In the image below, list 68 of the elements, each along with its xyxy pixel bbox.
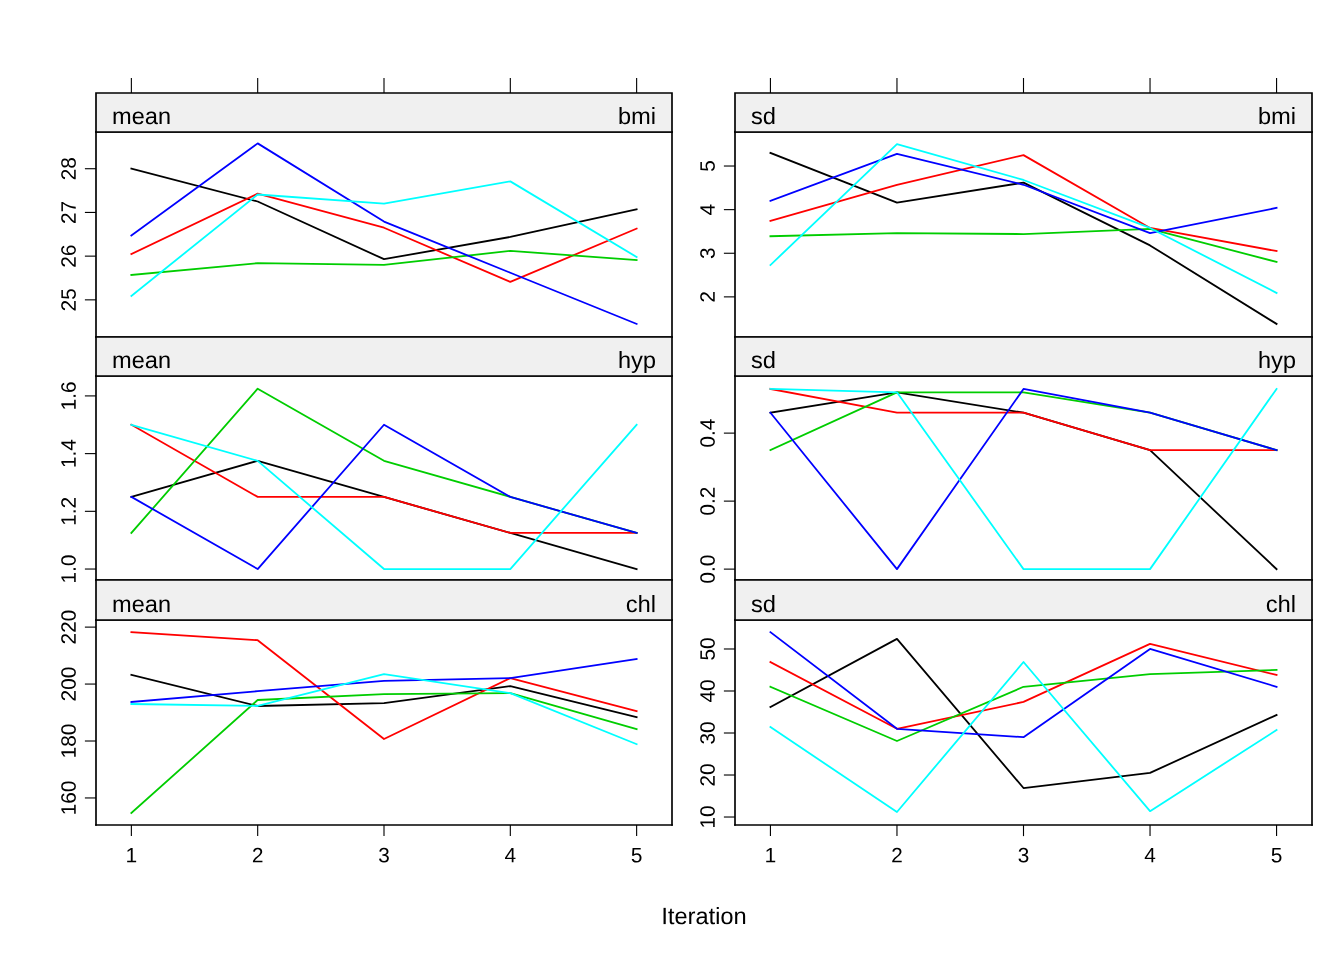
- x-tick-label: 1: [127, 847, 137, 863]
- text: hyp: [619, 350, 656, 373]
- text: sd: [751, 350, 775, 369]
- x-tick-label: 2: [892, 847, 902, 863]
- line-series: [130, 692, 638, 814]
- text: mean: [113, 355, 170, 369]
- line-series: [130, 142, 638, 325]
- line-series: [769, 152, 1278, 325]
- x-tick-label: 4: [1144, 847, 1156, 863]
- y-tick-label: 2: [700, 292, 715, 302]
- y-tick-label: 40: [700, 680, 715, 703]
- y-tick-label: 50: [700, 638, 715, 660]
- x-tick-label: 4: [505, 847, 516, 863]
- text: bmi: [1259, 106, 1295, 125]
- line-series: [769, 227, 1278, 263]
- y-tick-label: 28: [61, 158, 76, 180]
- line-series: [769, 152, 1278, 235]
- line-series: [130, 180, 638, 297]
- line-series: [769, 669, 1278, 742]
- line-series: [130, 631, 638, 740]
- y-tick-label: 10: [700, 806, 715, 828]
- text: bmi: [619, 106, 655, 125]
- line-series: [130, 674, 638, 718]
- line-series: [130, 423, 638, 570]
- text: hyp: [1259, 350, 1296, 373]
- y-tick-label: 160: [61, 781, 76, 814]
- y-tick-label: 180: [61, 724, 76, 757]
- y-tick-label: 0.2: [700, 487, 715, 515]
- y-tick-label: 25: [61, 289, 76, 311]
- x-tick-label: 5: [1271, 847, 1282, 863]
- line-series: [769, 154, 1278, 252]
- text: sd: [751, 106, 775, 125]
- y-tick-label: 20: [700, 764, 715, 786]
- line-series: [130, 673, 638, 746]
- y-tick-label: 1.4: [61, 439, 76, 467]
- x-tick-label: 3: [1018, 847, 1029, 863]
- line-series: [130, 167, 638, 261]
- y-tick-label: 220: [61, 610, 76, 644]
- x-tick-label: 1: [766, 847, 776, 863]
- line-series: [769, 643, 1278, 730]
- y-tick-label: 30: [700, 722, 715, 744]
- y-tick-label: 0.4: [700, 419, 715, 447]
- y-tick-label: 5: [700, 161, 715, 171]
- y-tick-label: 26: [61, 245, 76, 267]
- y-tick-label: 1.2: [61, 497, 76, 525]
- line-series: [130, 192, 638, 283]
- text: sd: [751, 594, 775, 613]
- line-series: [769, 143, 1278, 294]
- text: chl: [1266, 594, 1295, 613]
- text: mean: [113, 599, 170, 613]
- x-axis-title: Iteration: [663, 906, 746, 925]
- line-series: [130, 249, 638, 276]
- y-tick-label: 0.0: [700, 555, 715, 583]
- line-series: [769, 637, 1278, 789]
- y-tick-label: 200: [61, 667, 76, 701]
- y-tick-label: 4: [700, 204, 715, 215]
- y-tick-label: 1.6: [61, 382, 76, 409]
- y-tick-label: 3: [700, 248, 715, 259]
- y-tick-label: 27: [61, 201, 76, 223]
- line-series: [769, 661, 1278, 813]
- line-series: [130, 658, 638, 703]
- x-tick-label: 3: [379, 847, 389, 863]
- x-tick-label: 5: [631, 847, 642, 863]
- x-tick-label: 2: [252, 847, 263, 863]
- line-series: [769, 631, 1278, 739]
- y-tick-label: 1.0: [61, 555, 76, 582]
- text: chl: [626, 594, 655, 613]
- text: mean: [113, 111, 170, 125]
